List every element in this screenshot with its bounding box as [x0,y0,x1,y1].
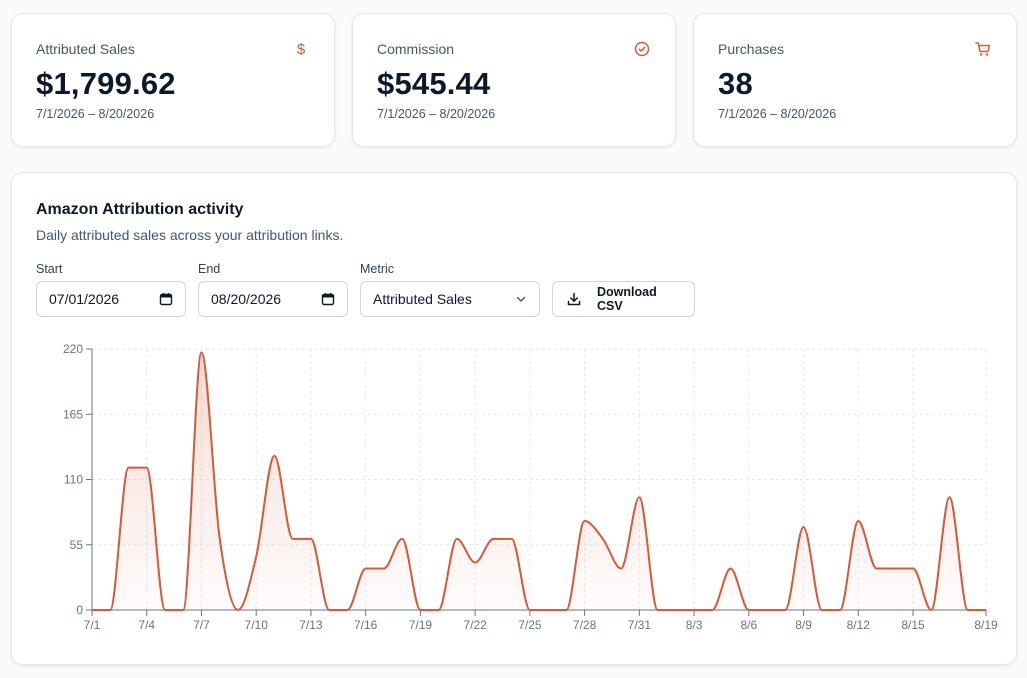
y-tick-label: 220 [63,342,83,356]
calendar-icon[interactable] [159,292,173,306]
x-tick-label: 8/12 [847,618,871,632]
chevron-down-icon [515,293,527,305]
stat-label: Purchases [718,41,785,57]
metric-label: Metric [360,262,395,276]
attributed-sales-chart: 0 55 110 165 220 7/1 7/4 7/7 7/10 7/13 7/16 7/19 7/2… [63,342,998,632]
x-tick-label: 7/31 [628,618,652,632]
stat-range: 7/1/2026 – 8/20/2026 [36,107,155,121]
stat-card-commission: Commission $545.44 7/1/2026 – 8/20/2026 [352,13,676,147]
x-tick-label: 7/28 [573,618,597,632]
x-tick-label: 7/13 [299,618,323,632]
start-date-value: 07/01/2026 [49,291,120,307]
y-tick-label: 110 [64,473,83,487]
stat-value: 38 [718,66,753,101]
x-tick-label: 8/6 [740,618,757,632]
x-tick-label: 7/22 [463,618,487,632]
series-line [92,351,986,611]
activity-card: Amazon Attribution activity Daily attrib… [11,172,1017,665]
x-tick-label: 7/10 [245,618,269,632]
y-tick-label: 55 [70,538,84,552]
stat-label: Commission [377,41,455,57]
stat-range: 7/1/2026 – 8/20/2026 [718,107,837,121]
x-tick-label: 7/19 [409,618,433,632]
y-tick-label: 0 [76,603,83,617]
start-label: Start [36,262,63,276]
stat-value: $1,799.62 [36,66,176,101]
x-tick-label: 8/15 [901,618,925,632]
metric-value: Attributed Sales [373,291,472,307]
check-circle-icon [633,40,651,58]
stat-label: Attributed Sales [36,41,135,57]
chart-series [92,351,986,611]
activity-title: Amazon Attribution activity [36,201,244,218]
stat-value: $545.44 [377,66,491,101]
stat-range: 7/1/2026 – 8/20/2026 [377,107,496,121]
x-tick-label: 7/25 [518,618,542,632]
series-area [92,352,986,610]
start-date-input[interactable]: 07/01/2026 [36,281,186,317]
end-label: End [198,262,221,276]
x-tick-label: 8/19 [974,618,998,632]
end-date-input[interactable]: 08/20/2026 [198,281,348,317]
calendar-icon[interactable] [321,292,335,306]
download-icon [567,292,581,306]
y-tick-label: 165 [63,407,83,421]
x-tick-label: 8/9 [795,618,812,632]
x-tick-label: 7/7 [193,618,210,632]
svg-text:$: $ [297,41,306,58]
download-csv-label: Download CSV [597,285,657,313]
metric-select[interactable]: Attributed Sales [360,281,540,317]
end-date-value: 08/20/2026 [211,291,282,307]
stat-card-purchases: Purchases 38 7/1/2026 – 8/20/2026 [693,13,1017,147]
cart-icon [974,40,992,58]
x-tick-label: 7/16 [354,618,378,632]
x-tick-label: 7/1 [84,618,101,632]
dollar-icon: $ [292,40,310,58]
download-csv-button[interactable]: Download CSV [552,281,695,317]
stat-card-attributed-sales: Attributed Sales $ $1,799.62 7/1/2026 – … [11,13,335,147]
x-tick-label: 8/3 [686,618,703,632]
x-tick-label: 7/4 [138,618,155,632]
activity-subtitle: Daily attributed sales across your attri… [36,227,344,243]
